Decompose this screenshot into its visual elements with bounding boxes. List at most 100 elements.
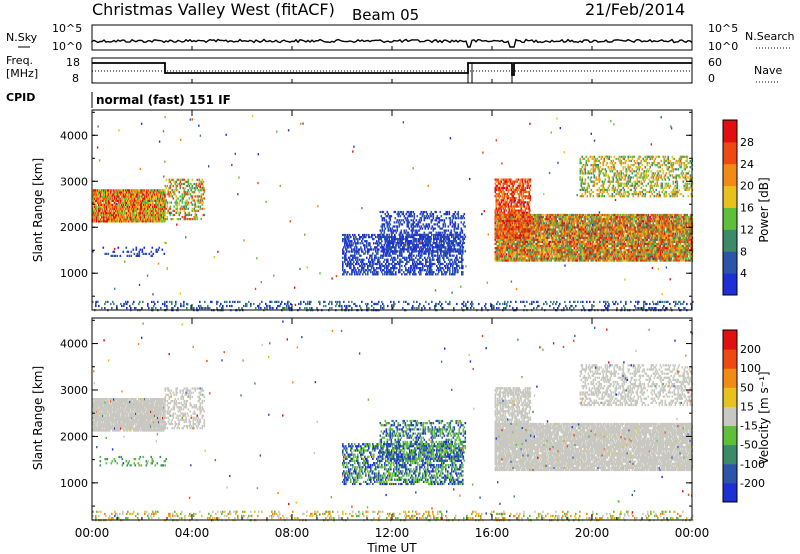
heatmap-cell	[550, 234, 553, 237]
heatmap-cell	[390, 240, 392, 243]
heatmap-cell	[117, 220, 119, 223]
heatmap-cell	[148, 203, 150, 206]
heatmap-cell	[429, 244, 432, 247]
heatmap-cell	[163, 201, 165, 204]
heatmap-cell	[147, 189, 149, 192]
heatmap-cell	[399, 233, 402, 236]
heatmap-cell	[117, 197, 119, 200]
heatmap-cell	[158, 197, 160, 200]
heatmap-cell	[163, 197, 165, 200]
heatmap-cell	[583, 247, 586, 250]
heatmap-cell	[125, 207, 127, 211]
heatmap-cell	[114, 205, 116, 209]
heatmap-cell	[99, 212, 101, 215]
heatmap-cell	[343, 250, 345, 253]
heatmap-cell	[378, 258, 380, 261]
heatmap-cell	[121, 195, 123, 198]
heatmap-cell	[431, 233, 433, 237]
heatmap-cell	[538, 242, 541, 246]
heatmap-cell	[105, 189, 107, 192]
heatmap-cell	[153, 189, 155, 192]
heatmap-cell	[165, 178, 168, 181]
heatmap-cell	[197, 205, 200, 208]
heatmap-cell	[117, 212, 119, 215]
heatmap-cell	[436, 215, 439, 218]
heatmap-cell	[420, 246, 423, 249]
heatmap-cell	[117, 207, 119, 211]
heatmap-cell	[447, 235, 450, 238]
heatmap-cell	[459, 233, 462, 236]
heatmap-cell	[378, 248, 380, 251]
heatmap-cell	[100, 205, 102, 209]
heatmap-cell	[421, 235, 424, 238]
heatmap-cell	[164, 199, 167, 202]
heatmap-cell	[370, 260, 372, 263]
heatmap-cell	[427, 269, 429, 272]
heatmap-cell	[179, 178, 182, 181]
heatmap-cell	[109, 201, 111, 204]
heatmap-cell	[121, 205, 123, 209]
heatmap-cell	[121, 214, 123, 217]
heatmap-cell	[401, 254, 403, 257]
heatmap-cell	[447, 229, 450, 232]
heatmap-cell	[450, 254, 452, 257]
heatmap-cell	[159, 201, 161, 204]
heatmap-cell	[138, 212, 140, 215]
heatmap-cell	[165, 187, 168, 190]
heatmap-cell	[561, 226, 564, 229]
heatmap-cell	[166, 205, 169, 208]
heatmap-cell	[412, 260, 414, 263]
heatmap-cell	[387, 250, 390, 253]
heatmap-cell	[112, 197, 114, 200]
heatmap-cell	[582, 213, 585, 217]
heatmap-cell	[576, 259, 579, 262]
heatmap-cell	[416, 260, 418, 263]
heatmap-cell	[202, 201, 205, 204]
heatmap-cell	[143, 216, 145, 219]
heatmap-cell	[456, 250, 459, 253]
heatmap-cell	[380, 269, 382, 272]
heatmap-cell	[360, 254, 362, 257]
heatmap-cell	[143, 207, 145, 211]
heatmap-cell	[162, 199, 164, 202]
heatmap-cell	[344, 244, 346, 247]
heatmap-cell	[132, 248, 135, 251]
heatmap-cell	[98, 189, 100, 192]
heatmap-cell	[439, 264, 441, 268]
heatmap-cell	[117, 210, 119, 213]
heatmap-cell	[451, 225, 454, 228]
heatmap-cell	[445, 273, 447, 276]
heatmap-cell	[364, 248, 366, 251]
heatmap-cell	[354, 246, 356, 249]
heatmap-cell	[371, 256, 373, 259]
heatmap-cell	[436, 237, 439, 240]
heatmap-cell	[401, 273, 403, 276]
heatmap-cell	[165, 207, 168, 210]
heatmap-cell	[181, 193, 184, 196]
heatmap-cell	[440, 269, 442, 272]
heatmap-cell	[113, 220, 115, 223]
heatmap-cell	[136, 189, 138, 192]
heatmap-cell	[95, 191, 97, 194]
heatmap-cell	[509, 249, 512, 252]
heatmap-cell	[166, 184, 169, 188]
heatmap-cell	[191, 218, 194, 221]
heatmap-cell	[159, 207, 161, 211]
heatmap-cell	[432, 254, 434, 257]
heatmap-cell	[133, 207, 135, 211]
heatmap-cell	[111, 205, 113, 209]
heatmap-cell	[150, 205, 152, 209]
heatmap-cell	[410, 248, 413, 251]
heatmap-cell	[587, 238, 590, 241]
heatmap-cell	[92, 191, 94, 194]
heatmap-cell	[96, 205, 98, 209]
heatmap-cell	[390, 269, 392, 272]
heatmap-cell	[157, 207, 159, 211]
heatmap-cell	[133, 220, 135, 223]
heatmap-cell	[153, 214, 155, 217]
heatmap-cell	[155, 248, 158, 251]
heatmap-cell	[415, 250, 418, 253]
heatmap-cell	[152, 218, 154, 221]
heatmap-cell	[189, 193, 192, 196]
heatmap-cell	[362, 250, 364, 253]
